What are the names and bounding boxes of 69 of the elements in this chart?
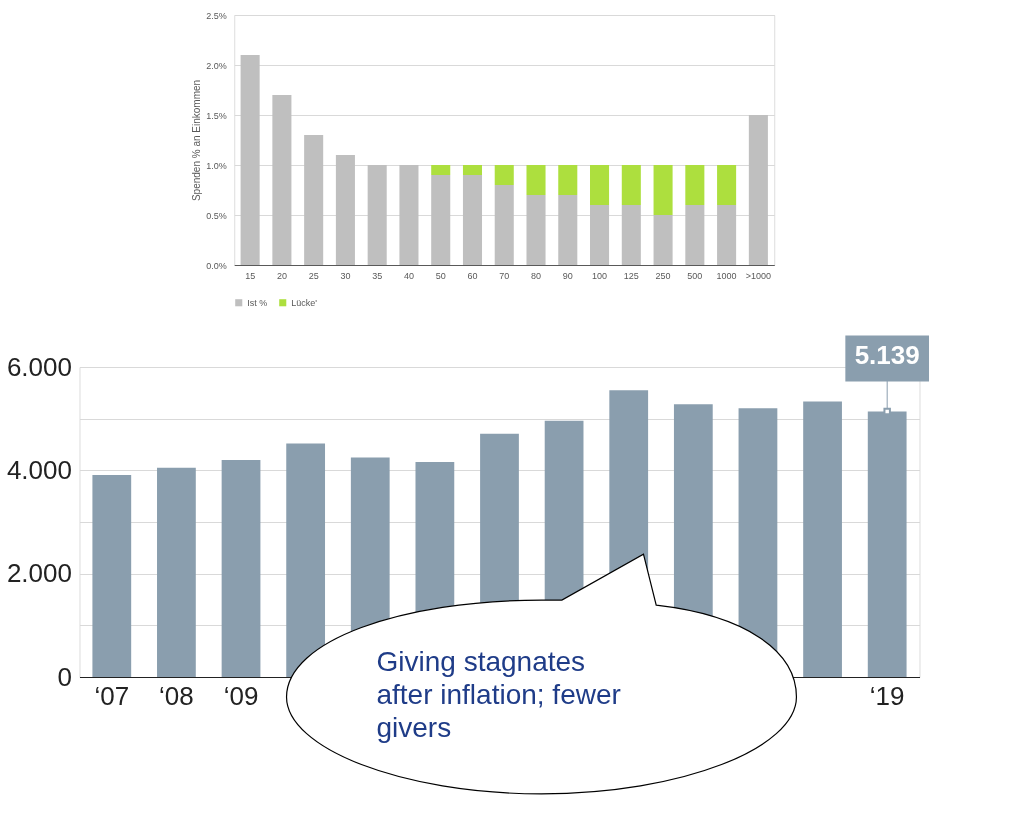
bar [526,165,546,195]
y-tick-label: 2.000 [6,558,72,589]
bar [240,55,260,265]
x-tick-label: 80 [531,270,542,281]
legend-label: Ist % [247,297,268,308]
bar [867,411,907,677]
x-tick-label: >1000 [745,270,772,281]
annotation: Giving stagnates after inflation; fewer givers [376,646,621,743]
y-tick-label: 4.000 [6,454,72,485]
y-tick-label: 6.000 [6,351,72,382]
bar [304,135,324,265]
y-tick-label: 1.0% [206,160,227,171]
x-tick-label: ‘07 [94,680,130,711]
x-tick-label: 35 [372,270,383,281]
x-tick-label: 40 [403,270,414,281]
bar [494,165,514,185]
bar [653,165,673,215]
bar [621,205,641,265]
y-tick-label: 0.0% [206,260,227,271]
bar [335,155,355,265]
bar [431,175,451,265]
bar [558,165,578,195]
data-label: 5.139 [854,340,920,371]
bar [462,175,483,265]
bar [717,165,737,205]
x-tick-label: 90 [562,270,573,281]
bar [221,460,261,677]
bar [590,165,610,205]
x-tick-label: 25 [308,270,319,281]
bar [558,195,578,265]
bar [92,474,132,677]
y-tick-label: 1.5% [206,110,227,121]
x-tick-label: 1000 [716,270,737,281]
bar [748,115,768,265]
x-tick-label: 70 [499,270,510,281]
bar [526,195,546,265]
bar [803,401,842,677]
x-tick-label: 20 [276,270,287,281]
x-tick-label: ‘09 [223,680,259,711]
x-tick-label: ‘08 [159,680,194,711]
y-axis-title: Spenden % an Einkommen [191,79,203,202]
bar [494,185,514,265]
x-tick-label: 125 [623,270,639,281]
bar [431,165,451,175]
bar [462,165,483,175]
x-tick-label: 100 [592,270,608,281]
x-tick-label: ‘19 [869,680,905,711]
y-tick-label: 2.5% [206,10,227,21]
bar [685,205,705,265]
x-tick-label: 30 [340,270,351,281]
x-tick-label: 60 [467,270,478,281]
bar [717,205,737,265]
bar [399,165,419,265]
bar [272,95,292,265]
bar [653,215,673,265]
x-tick-label: 50 [435,270,446,281]
y-tick-label: 0.5% [206,210,227,221]
bar [685,165,705,205]
legend-label: Lücke' [291,297,318,308]
bar [286,443,326,677]
x-tick-label: 500 [687,270,703,281]
y-tick-label: 2.0% [206,60,227,71]
x-tick-label: 15 [245,270,256,281]
bar [157,467,196,677]
bar [590,205,610,265]
y-tick-label: 0 [57,661,72,692]
x-tick-label: 250 [655,270,671,281]
bar [621,165,641,205]
bar [367,165,387,265]
